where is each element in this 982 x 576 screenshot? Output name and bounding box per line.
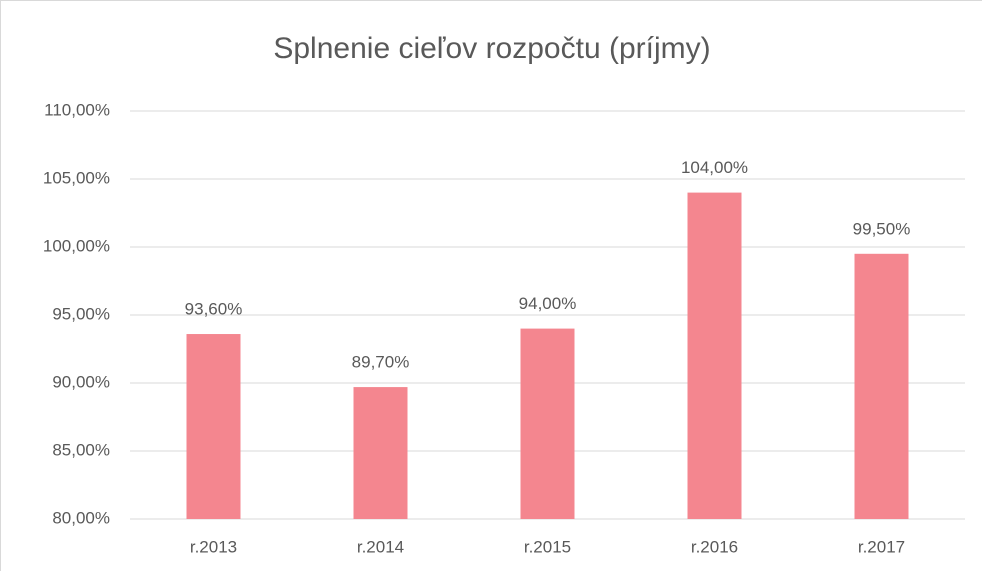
bar <box>187 334 241 519</box>
y-tick-label: 100,00% <box>43 236 110 255</box>
data-label: 89,70% <box>352 353 410 372</box>
y-tick-label: 90,00% <box>52 372 110 391</box>
chart-title: Splnenie cieľov rozpočtu (príjmy) <box>273 32 710 65</box>
bar <box>521 329 575 519</box>
x-tick-label: r.2015 <box>524 537 571 556</box>
data-label: 93,60% <box>185 300 243 319</box>
data-label: 94,00% <box>519 294 577 313</box>
y-tick-label: 105,00% <box>43 168 110 187</box>
y-tick-label: 85,00% <box>52 440 110 459</box>
y-tick-label: 80,00% <box>52 508 110 527</box>
y-tick-label: 95,00% <box>52 304 110 323</box>
bar <box>354 387 408 519</box>
data-label: 104,00% <box>681 158 748 177</box>
bar <box>688 193 742 519</box>
x-tick-label: r.2013 <box>190 537 237 556</box>
y-tick-label: 110,00% <box>44 100 110 119</box>
x-tick-label: r.2017 <box>858 537 905 556</box>
x-tick-label: r.2016 <box>691 537 738 556</box>
bar <box>855 254 909 519</box>
data-label: 99,50% <box>853 219 911 238</box>
x-tick-label: r.2014 <box>357 537 404 556</box>
